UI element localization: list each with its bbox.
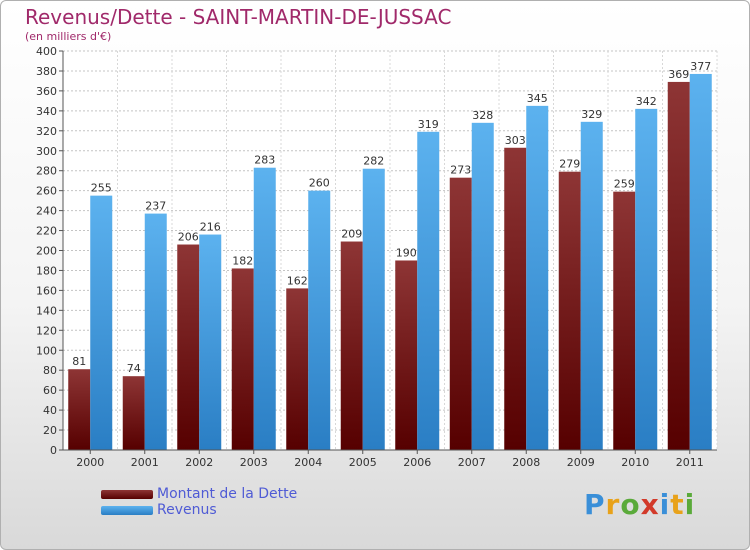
x-tick-label: 2003 xyxy=(240,456,268,469)
y-tick-label: 0 xyxy=(50,444,57,457)
bar-revenus xyxy=(308,190,331,450)
data-label-dette: 81 xyxy=(72,355,86,368)
y-tick-label: 220 xyxy=(36,225,57,238)
y-tick-label: 340 xyxy=(36,105,57,118)
legend-label-revenus: Revenus xyxy=(157,502,217,518)
legend-label-debt: Montant de la Dette xyxy=(157,486,298,502)
x-tick-label: 2011 xyxy=(676,456,704,469)
data-label-dette: 182 xyxy=(232,254,253,267)
bar-revenus xyxy=(253,167,276,450)
data-label-revenus: 377 xyxy=(690,60,711,73)
y-tick-label: 280 xyxy=(36,165,57,178)
x-tick-label: 2010 xyxy=(621,456,649,469)
data-label-revenus: 328 xyxy=(472,109,493,122)
data-label-revenus: 237 xyxy=(145,200,166,213)
data-label-dette: 273 xyxy=(450,164,471,177)
data-label-revenus: 345 xyxy=(527,92,548,105)
data-label-revenus: 260 xyxy=(309,177,330,190)
data-label-revenus: 255 xyxy=(91,182,112,195)
data-label-dette: 209 xyxy=(341,228,362,241)
y-tick-label: 260 xyxy=(36,185,57,198)
legend-swatch-debt xyxy=(101,490,153,499)
y-tick-label: 40 xyxy=(43,404,57,417)
bar-dette xyxy=(667,81,690,451)
y-tick-label: 320 xyxy=(36,125,57,138)
y-tick-label: 380 xyxy=(36,65,57,78)
bar-dette xyxy=(231,268,254,450)
bar-revenus xyxy=(199,234,222,450)
data-label-dette: 279 xyxy=(559,158,580,171)
y-tick-label: 400 xyxy=(36,45,57,58)
data-label-revenus: 283 xyxy=(254,154,275,167)
legend-swatch-revenus xyxy=(101,506,153,515)
y-tick-label: 300 xyxy=(36,145,57,158)
bar-dette xyxy=(558,171,581,450)
x-tick-label: 2002 xyxy=(185,456,213,469)
y-tick-label: 100 xyxy=(36,344,57,357)
y-tick-label: 80 xyxy=(43,364,57,377)
y-tick-label: 120 xyxy=(36,324,57,337)
x-tick-label: 2001 xyxy=(131,456,159,469)
data-label-revenus: 329 xyxy=(581,108,602,121)
bar-revenus xyxy=(689,73,712,450)
y-tick-label: 140 xyxy=(36,304,57,317)
x-tick-label: 2007 xyxy=(458,456,486,469)
bar-dette xyxy=(340,241,363,450)
data-label-dette: 303 xyxy=(505,134,526,147)
x-tick-label: 2000 xyxy=(76,456,104,469)
x-tick-label: 2005 xyxy=(349,456,377,469)
bar-revenus xyxy=(526,105,549,451)
data-label-dette: 162 xyxy=(287,274,308,287)
bar-revenus xyxy=(144,213,167,450)
bar-dette xyxy=(613,191,636,450)
bar-dette xyxy=(68,369,91,450)
x-tick-label: 2009 xyxy=(567,456,595,469)
bar-dette xyxy=(122,376,145,450)
y-tick-label: 160 xyxy=(36,284,57,297)
y-tick-label: 180 xyxy=(36,264,57,277)
bar-revenus xyxy=(417,131,440,451)
x-tick-label: 2004 xyxy=(294,456,322,469)
data-label-dette: 259 xyxy=(614,178,635,191)
data-label-revenus: 319 xyxy=(418,118,439,131)
y-tick-label: 200 xyxy=(36,245,57,258)
y-tick-label: 60 xyxy=(43,384,57,397)
x-tick-label: 2008 xyxy=(512,456,540,469)
bar-dette xyxy=(504,147,527,450)
proxiti-logo: Proxiti xyxy=(584,488,696,521)
data-label-dette: 190 xyxy=(396,246,417,259)
bar-revenus xyxy=(635,108,658,450)
bar-revenus xyxy=(471,122,494,450)
data-label-revenus: 342 xyxy=(636,95,657,108)
data-label-revenus: 216 xyxy=(200,221,221,234)
data-label-revenus: 282 xyxy=(363,155,384,168)
bar-dette xyxy=(177,244,200,450)
x-tick-label: 2006 xyxy=(403,456,431,469)
y-tick-label: 360 xyxy=(36,85,57,98)
chart-subtitle: (en milliers d'€) xyxy=(25,30,112,43)
bar-revenus xyxy=(90,195,113,450)
data-label-dette: 206 xyxy=(178,231,199,244)
bar-dette xyxy=(449,177,472,450)
bar-dette xyxy=(395,260,418,450)
y-tick-label: 20 xyxy=(43,424,57,437)
bar-dette xyxy=(286,288,309,450)
data-label-dette: 74 xyxy=(127,362,141,375)
y-tick-label: 240 xyxy=(36,205,57,218)
bar-revenus xyxy=(580,121,603,450)
bar-revenus xyxy=(362,168,385,450)
chart-title: Revenus/Dette - SAINT-MARTIN-DE-JUSSAC xyxy=(25,5,452,29)
data-label-dette: 369 xyxy=(668,68,689,81)
